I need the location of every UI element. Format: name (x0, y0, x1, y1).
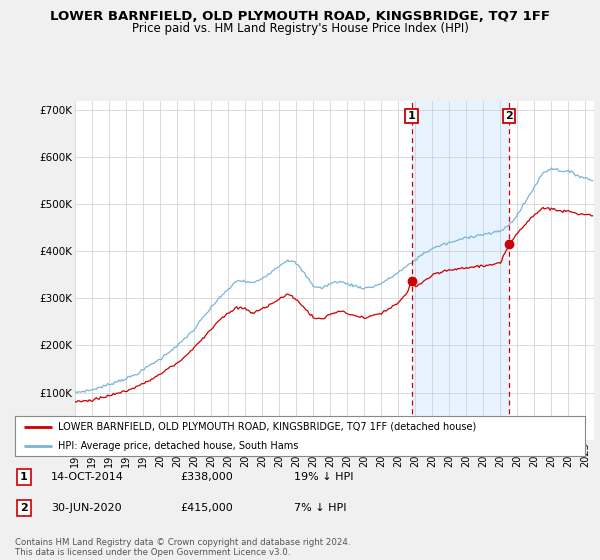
Bar (412, 101, 509, 440)
Text: Contains HM Land Registry data © Crown copyright and database right 2024.
This d: Contains HM Land Registry data © Crown c… (15, 538, 350, 557)
Text: LOWER BARNFIELD, OLD PLYMOUTH ROAD, KINGSBRIDGE, TQ7 1FF (detached house): LOWER BARNFIELD, OLD PLYMOUTH ROAD, KING… (58, 422, 476, 432)
Text: £415,000: £415,000 (180, 503, 233, 513)
Text: Price paid vs. HM Land Registry's House Price Index (HPI): Price paid vs. HM Land Registry's House … (131, 22, 469, 35)
Text: 14-OCT-2014: 14-OCT-2014 (51, 472, 124, 482)
Text: LOWER BARNFIELD, OLD PLYMOUTH ROAD, KINGSBRIDGE, TQ7 1FF: LOWER BARNFIELD, OLD PLYMOUTH ROAD, KING… (50, 10, 550, 23)
Text: 2: 2 (505, 111, 513, 121)
Text: £338,000: £338,000 (180, 472, 233, 482)
Text: 2: 2 (20, 503, 28, 513)
Text: 19% ↓ HPI: 19% ↓ HPI (294, 472, 353, 482)
Text: 30-JUN-2020: 30-JUN-2020 (51, 503, 122, 513)
Text: 1: 1 (20, 472, 28, 482)
Text: HPI: Average price, detached house, South Hams: HPI: Average price, detached house, Sout… (58, 441, 298, 450)
Text: 1: 1 (408, 111, 416, 121)
Text: 7% ↓ HPI: 7% ↓ HPI (294, 503, 347, 513)
